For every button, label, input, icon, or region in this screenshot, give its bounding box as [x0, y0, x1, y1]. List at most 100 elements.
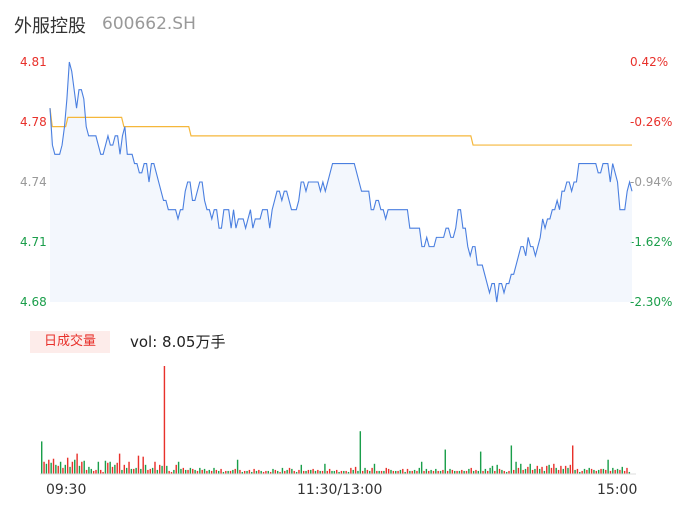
volume-badge[interactable]: 日成交量 [30, 331, 110, 353]
percent-tick-label: -1.62% [630, 235, 673, 249]
volume-bar [567, 467, 569, 474]
volume-bar [477, 470, 480, 474]
volume-bar [144, 464, 147, 474]
volume-bar [187, 469, 189, 474]
volume-bar [321, 470, 324, 474]
volume-bar [626, 467, 628, 474]
volume-bar [484, 468, 487, 474]
volume-bar [74, 459, 76, 474]
volume-bar [338, 471, 340, 474]
volume-bar [336, 469, 338, 474]
volume-bar [418, 467, 421, 474]
volume-bar [260, 470, 262, 474]
volume-bar [310, 469, 312, 474]
volume-bar [546, 465, 548, 474]
volume-bar [524, 468, 527, 474]
volume-bar [236, 459, 239, 474]
volume-bar [213, 467, 215, 474]
volume-bar [470, 467, 472, 474]
volume-bar [265, 470, 267, 474]
volume-bar [52, 458, 55, 474]
price-tick-label: 4.81 [20, 55, 47, 69]
price-area [50, 62, 632, 302]
volume-bar [140, 468, 142, 474]
volume-bar [373, 463, 376, 474]
percent-tick-label: -0.26% [630, 115, 673, 129]
volume-bar [331, 470, 333, 474]
volume-bar [196, 470, 199, 474]
volume-bar [133, 468, 135, 474]
volume-bar [135, 467, 137, 474]
volume-bar [557, 469, 560, 474]
volume-bar [116, 462, 118, 474]
volume-bar [319, 470, 321, 474]
volume-bar [522, 469, 524, 474]
volume-bar [279, 471, 281, 474]
volume-bar [192, 468, 194, 474]
volume-bar [118, 453, 121, 474]
volume-bar [340, 470, 343, 474]
volume-bar [442, 469, 444, 474]
volume-bar [458, 470, 461, 474]
volume-bar [508, 470, 510, 474]
volume-bar [354, 466, 357, 474]
volume-bar [76, 453, 78, 474]
volume-bar [59, 461, 62, 474]
volume-bar [364, 467, 366, 474]
volume-bar [491, 465, 494, 474]
volume-bar [48, 459, 50, 474]
volume-bar [166, 465, 168, 474]
time-tick-label: 15:00 [597, 482, 638, 498]
volume-bar [383, 470, 385, 474]
volume-bar [435, 468, 437, 474]
volume-bar [437, 470, 439, 474]
volume-bar [142, 456, 144, 474]
volume-bar [628, 471, 631, 474]
volume-bar [125, 467, 128, 474]
price-tick-label: 4.78 [20, 115, 47, 129]
volume-bar [305, 470, 307, 474]
volume-bar [406, 468, 409, 474]
volume-bar [503, 470, 505, 474]
volume-bar [78, 465, 81, 474]
volume-bar [293, 470, 295, 474]
volume-bar [177, 461, 180, 474]
volume-bar [371, 467, 373, 474]
volume-bar [246, 470, 248, 474]
volume-bar [487, 470, 489, 474]
volume-bar [513, 469, 515, 474]
volume-bar [361, 470, 364, 474]
volume-bar [225, 470, 227, 474]
volume-bar [562, 468, 564, 474]
volume-bar [369, 470, 371, 474]
volume-bar [314, 470, 317, 474]
volume-bar [413, 469, 416, 474]
volume-bar [602, 468, 605, 474]
volume-bar [253, 468, 255, 474]
volume-bar [357, 470, 359, 474]
volume-bar [461, 469, 463, 474]
volume-bar [409, 470, 411, 474]
price-line [49, 61, 633, 303]
volume-bar [201, 469, 203, 474]
volume-bar [288, 467, 291, 474]
volume-bar [189, 467, 192, 474]
volume-bar [479, 451, 482, 474]
volume-bar [69, 466, 71, 474]
volume-bar [366, 469, 369, 474]
volume-bar [45, 463, 48, 474]
percent-tick-label: -0.94% [630, 175, 673, 189]
volume-bar [597, 469, 600, 474]
volume-bar [251, 471, 253, 474]
volume-bar [583, 468, 586, 474]
volume-bar [102, 471, 104, 474]
volume-bar [234, 468, 236, 474]
volume-bar [454, 470, 456, 474]
volume-bar [107, 462, 109, 474]
volume-bar [170, 471, 173, 474]
volume-bar [425, 468, 428, 474]
volume-bar [550, 467, 553, 474]
time-tick-label: 11:30/13:00 [297, 482, 383, 498]
volume-bar [97, 461, 100, 474]
volume-bar [175, 464, 177, 474]
